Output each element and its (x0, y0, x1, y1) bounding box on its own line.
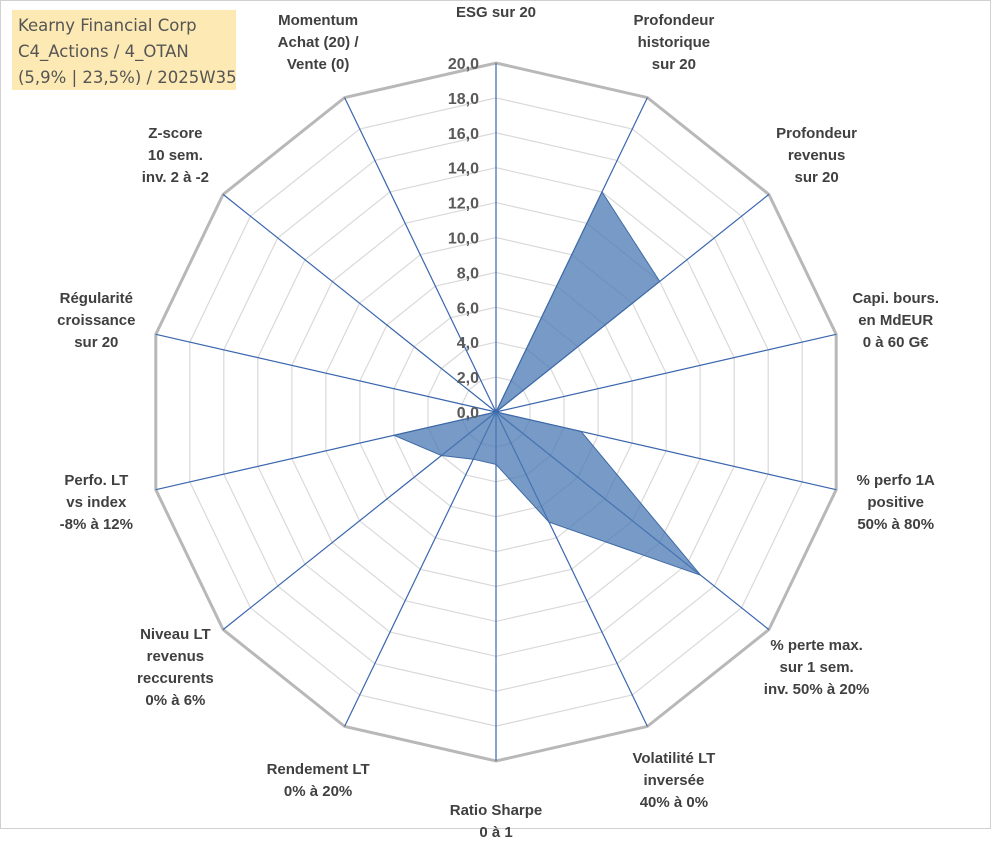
axis-label-line: croissance (57, 311, 136, 329)
axis-label-line: historique (637, 33, 711, 51)
axis-label-line: revenus (146, 647, 205, 665)
axis-label-line: inv. 50% à 20% (763, 680, 870, 698)
axis-label-line: ESG sur 20 (455, 4, 537, 21)
axis-spoke (344, 411, 497, 727)
axis-label-line: Volatilité LT (632, 750, 716, 768)
axis-label-line: Niveau LT (140, 625, 211, 643)
axis-label-line: Capi. bours. (852, 289, 940, 307)
axis-label: Capi. bours. en MdEUR 0 à 60 G€ (852, 288, 939, 354)
axis-label-line: 0% à 6% (145, 691, 206, 709)
axis-label-line: inv. 2 à -2 (141, 169, 210, 187)
axis-label-line: positive (867, 494, 925, 512)
tick-label: 0,0 (457, 405, 479, 422)
axis-spoke (155, 333, 497, 413)
series-layer (392, 190, 703, 577)
axis-label-line: % perfo 1A (856, 472, 935, 490)
tick-label: 16,0 (448, 126, 479, 143)
category-line: C4_Actions / 4_OTAN (18, 42, 189, 61)
tick-label: 2,0 (457, 370, 479, 387)
axis-label-line: Régularité (59, 289, 133, 307)
axis-label: Niveau LT revenus reccurents 0% à 6% (137, 624, 214, 712)
series-area (392, 190, 703, 577)
axis-label-line: en MdEUR (858, 311, 934, 329)
tick-label: 14,0 (448, 161, 479, 178)
axis-label-line: Rendement LT (266, 761, 370, 779)
tick-label: 12,0 (448, 196, 479, 213)
axis-label-line: % perte max. (770, 636, 863, 654)
axis-label: Z-score 10 sem. inv. 2 à -2 (142, 123, 209, 189)
axis-spoke (495, 333, 837, 413)
axis-label-line: Profondeur (633, 11, 715, 29)
axis-label: Profondeur historique sur 20 (633, 10, 714, 76)
axis-label: Profondeur revenus sur 20 (776, 123, 857, 189)
axis-label: Momentum Achat (20) / Vente (0) (278, 10, 359, 76)
axis-label: % perte max. sur 1 sem. inv. 50% à 20% (764, 635, 870, 701)
title-box: Kearny Financial Corp C4_Actions / 4_OTA… (12, 10, 237, 90)
axis-label-line: reccurents (137, 669, 214, 687)
axis-label-line: sur 1 sem. (779, 658, 854, 676)
axis-label-line: 0 à 1 (479, 824, 513, 841)
tick-label: 8,0 (457, 265, 479, 282)
axis-label-line: sur 20 (651, 55, 696, 73)
axis-label-line: sur 20 (74, 333, 119, 351)
axis-label: NoteESG sur 20 (456, 0, 536, 24)
axis-label: Rendement LT 0% à 20% (267, 759, 370, 803)
axis-label: Ratio Sharpe 0 à 1 (450, 800, 543, 844)
axis-label-line: 50% à 80% (857, 516, 935, 534)
axis-label-line: Vente (0) (286, 55, 350, 73)
axis-label-line: Momentum (278, 11, 359, 29)
tick-layer: 0,0 2,0 4,0 6,0 8,0 10,0 12,0 14,0 16,0 18,0 20,0 (448, 56, 479, 422)
axis-label: % perfo 1A positive 50% à 80% (857, 470, 935, 536)
axis-label-line: Perfo. LT (64, 472, 129, 490)
axis-label: Perfo. LT vs index -8% à 12% (60, 470, 133, 536)
axis-spoke (222, 193, 497, 413)
axis-label-line: 10 sem. (147, 147, 203, 165)
axis-label-line: inversée (643, 772, 705, 790)
axis-label-line: Ratio Sharpe (449, 802, 543, 819)
tick-label: 6,0 (457, 300, 479, 317)
axis-label-line: -8% à 12% (59, 516, 133, 534)
axis-spoke (344, 97, 497, 413)
axis-label-line: revenus (787, 147, 846, 165)
company-name: Kearny Financial Corp (18, 16, 197, 35)
tick-label: 20,0 (448, 56, 479, 73)
axis-label-line: Achat (20) / (277, 33, 359, 51)
axis-label-line: sur 20 (794, 169, 839, 187)
tick-label: 10,0 (448, 231, 479, 248)
tick-label: 18,0 (448, 91, 479, 108)
axis-label: Régularité croissance sur 20 (57, 288, 135, 354)
tick-label: 4,0 (457, 335, 479, 352)
axis-label-line: 40% à 0% (639, 794, 709, 812)
axis-label-line: 0% à 20% (283, 783, 353, 801)
axis-label-line: 0 à 60 G€ (862, 333, 929, 351)
axis-label: Volatilité LT inversée 40% à 0% (633, 748, 716, 814)
stats-line: (5,9% | 23,5%) / 2025W35 (18, 68, 237, 87)
axis-label-line: Profondeur (776, 125, 858, 143)
axis-label-line: vs index (66, 494, 127, 512)
axis-label-line: Z-score (148, 125, 203, 143)
